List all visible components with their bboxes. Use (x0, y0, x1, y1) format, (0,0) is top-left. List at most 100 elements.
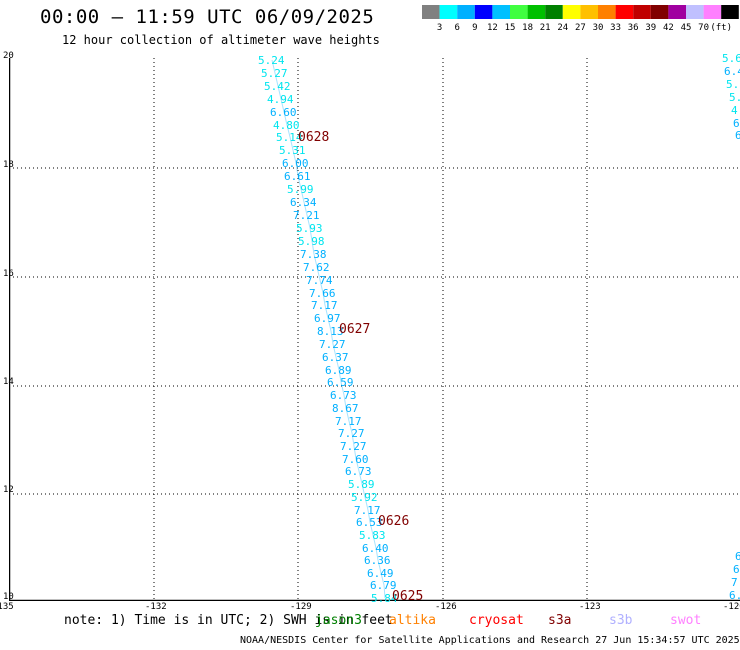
wave-height-label: 7.27 (340, 440, 367, 453)
wave-height-label: 7.74 (306, 274, 333, 287)
x-tick-label: -132 (145, 602, 167, 612)
wave-height-label: 7.60 (342, 453, 369, 466)
scale-swatch (474, 5, 493, 19)
scale-swatch (457, 5, 475, 19)
wave-height-label: 8.13 (317, 325, 344, 338)
y-tick-label: 12 (3, 485, 14, 495)
wave-height-label: 5.69 (722, 52, 740, 65)
wave-height-label: 6.37 (322, 351, 349, 364)
wave-height-label: 5.84 (371, 592, 398, 605)
y-tick-label: 10 (3, 592, 14, 602)
wave-height-label: 7.38 (300, 248, 327, 261)
wave-height-label: 6.4 (724, 65, 740, 78)
wave-height-label: 7.17 (311, 299, 338, 312)
scale-label: 33 (610, 23, 621, 33)
page-title: 00:00 – 11:59 UTC 06/09/2025 (40, 6, 375, 28)
wave-height-label: 6.36 (364, 554, 391, 567)
scale-label: 30 (593, 23, 604, 33)
scale-label: 70 (698, 23, 709, 33)
scale-swatch (580, 5, 598, 19)
scale-label: 42 (663, 23, 674, 33)
wave-height-label: 6.73 (345, 465, 372, 478)
scale-label: 24 (557, 23, 568, 33)
scale-label: 21 (540, 23, 551, 33)
scale-label: 9 (472, 23, 477, 33)
legend-entry: s3a (548, 613, 572, 628)
scale-label: 27 (575, 23, 586, 33)
wave-height-label: 5.27 (261, 67, 288, 80)
wave-height-label: 5.14 (276, 131, 303, 144)
color-scale: 3 6 9 12 15 18 21 24 27 30 33 36 39 42 45 70 (ft) (422, 5, 739, 33)
scale-swatch (562, 5, 581, 19)
scale-swatch (721, 5, 739, 19)
wave-height-label: 6 (735, 129, 740, 142)
scale-swatch (703, 5, 722, 19)
wave-height-label: 6.34 (290, 196, 317, 209)
wave-height-label: 5.5 (726, 78, 740, 91)
footer-credit: NOAA/NESDIS Center for Satellite Applica… (240, 635, 740, 646)
scale-label: 3 (437, 23, 442, 33)
scale-label: 18 (522, 23, 533, 33)
wave-height-label: 6. (729, 589, 740, 602)
wave-height-label: 7.62 (303, 261, 330, 274)
wave-height-label: 7.21 (293, 209, 320, 222)
scale-label: (ft) (710, 23, 732, 33)
scale-swatch (598, 5, 616, 19)
y-tick-label: 14 (3, 377, 14, 387)
map-plot (9, 58, 740, 601)
time-label: 0625 (392, 589, 424, 604)
legend-entry: altika (389, 613, 436, 628)
scale-label: 45 (681, 23, 692, 33)
wave-height-label: 6.49 (367, 567, 394, 580)
wave-height-label: 6.59 (327, 376, 354, 389)
scale-swatch (686, 5, 704, 19)
x-tick-label: -135 (0, 602, 14, 612)
scale-label: 36 (628, 23, 639, 33)
scale-label: 39 (645, 23, 656, 33)
scale-swatch (510, 5, 528, 19)
legend-entry: cryosat (469, 613, 524, 628)
wave-height-label: 6.97 (314, 312, 341, 325)
wave-height-label: 6.79 (370, 579, 397, 592)
time-label: 0628 (298, 130, 330, 145)
time-label: 0626 (378, 514, 410, 529)
wave-height-label: 6 (735, 550, 740, 563)
time-label: 0627 (339, 322, 371, 337)
scale-swatch (633, 5, 651, 19)
wave-height-label: 8.67 (332, 402, 359, 415)
scale-label: 6 (454, 23, 459, 33)
wave-height-label: 6. (733, 563, 740, 576)
wave-height-label: 5.42 (264, 80, 291, 93)
wave-height-label: 5.98 (298, 235, 325, 248)
wave-height-label: 5.93 (296, 222, 323, 235)
wave-height-label: 5.89 (348, 478, 375, 491)
wave-height-label: 6.60 (270, 106, 297, 119)
wave-height-label: 4. (731, 104, 740, 117)
wave-height-label: 6.73 (330, 389, 357, 402)
wave-height-label: 6.40 (362, 542, 389, 555)
scale-swatch (422, 5, 440, 19)
y-tick-label: 18 (3, 160, 14, 170)
wave-height-label: 7.27 (338, 427, 365, 440)
wave-height-label: 6.00 (282, 157, 309, 170)
x-tick-label: -120 (723, 602, 740, 612)
scale-swatch (492, 5, 510, 19)
scale-swatch (615, 5, 634, 19)
x-tick-label: -126 (435, 602, 457, 612)
wave-height-label: 4.80 (273, 119, 300, 132)
wave-height-label: 5.31 (279, 144, 306, 157)
wave-height-label: 7. (731, 576, 740, 589)
scale-label: 15 (505, 23, 516, 33)
wave-height-label: 6 (733, 117, 740, 130)
scale-swatch (439, 5, 458, 19)
wave-height-label: 5. (729, 91, 740, 104)
wave-height-label: 5.99 (287, 183, 314, 196)
wave-height-label: 7.66 (309, 287, 336, 300)
wave-height-label: 7.27 (319, 338, 346, 351)
legend-entry: s3b (609, 613, 633, 628)
wave-height-label: 6.61 (284, 170, 311, 183)
legend-entry: jason3 (315, 613, 362, 628)
wave-height-label: 7.17 (335, 415, 362, 428)
wave-height-label: 5.83 (359, 529, 386, 542)
wave-height-label: 4.94 (267, 93, 294, 106)
